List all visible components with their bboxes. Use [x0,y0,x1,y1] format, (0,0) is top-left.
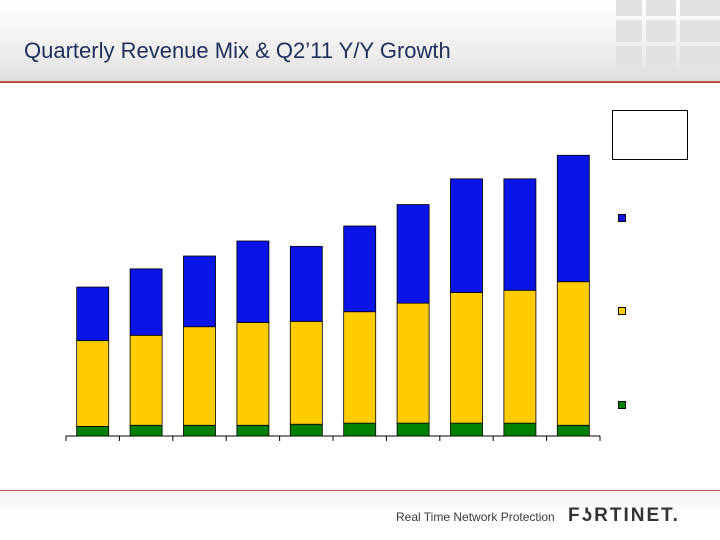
bar-segment-top-10 [556,154,590,283]
bar-segment-middle-2 [129,334,163,426]
bar-segment-bottom-3 [183,424,216,437]
footer-rule [0,490,720,491]
bar-segment-bottom-6 [343,422,377,437]
bar-segment-bottom-8 [450,422,483,437]
bar-segment-top-8 [450,178,483,293]
bar-segment-top-2 [129,268,163,336]
bar-segment-top-1 [76,286,110,342]
bar-segment-middle-8 [450,292,483,424]
bar-segment-top-6 [343,225,377,313]
bar-segment-middle-1 [76,340,110,427]
company-logo: FʖRTINET. [568,505,680,526]
slide-title: Quarterly Revenue Mix & Q2’11 Y/Y Growth [24,38,451,63]
bar-segment-bottom-5 [289,423,323,437]
slide-header [0,0,720,82]
legend-box [612,110,688,160]
bar-segment-middle-6 [343,311,377,424]
footer-band [0,490,720,540]
bar-segment-middle-10 [556,281,590,426]
bar-segment-middle-3 [183,326,216,426]
bar-segment-top-7 [396,204,430,304]
bar-segment-middle-7 [396,302,430,424]
legend-swatch-bottom [618,401,626,409]
legend-swatch-top [618,214,626,222]
bar-segment-top-5 [289,245,323,322]
bar-segment-bottom-1 [76,425,110,437]
legend-swatch-middle [618,307,626,315]
bar-segment-top-9 [503,178,537,291]
bar-segment-bottom-9 [503,422,537,437]
bar-segment-bottom-2 [129,424,163,437]
bar-segment-bottom-10 [556,424,590,437]
bar-segment-middle-5 [289,320,323,425]
bar-segment-bottom-4 [236,424,270,437]
bar-segment-middle-9 [503,289,537,424]
bar-segment-bottom-7 [396,422,430,437]
bar-segment-top-4 [236,240,270,323]
bar-segment-top-3 [183,255,216,328]
footer-tagline: Real Time Network Protection [396,510,555,524]
header-rule [0,81,720,83]
bar-segment-middle-4 [236,322,270,426]
grid-decoration [616,0,720,70]
